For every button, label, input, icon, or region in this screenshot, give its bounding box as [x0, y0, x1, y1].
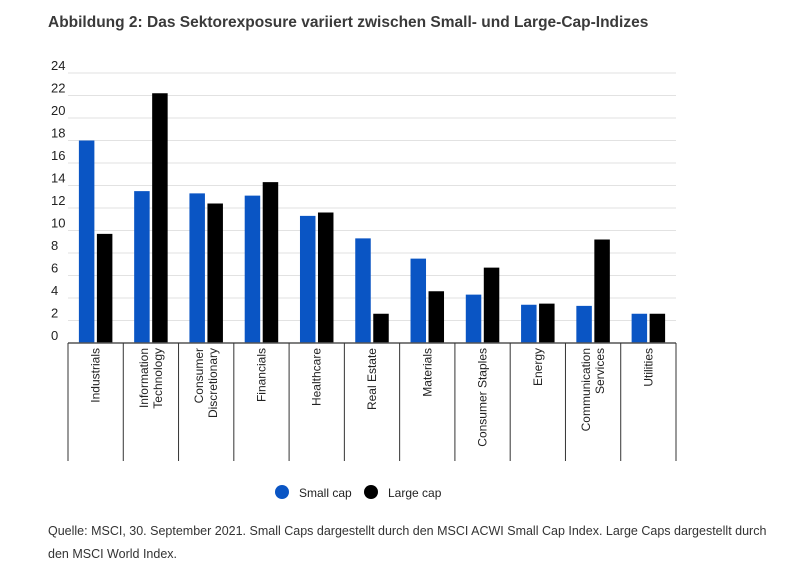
small-cap-bar [78, 140, 95, 343]
category-label: Industrials [89, 348, 103, 403]
source-note: Quelle: MSCI, 30. September 2021. Small … [48, 524, 767, 561]
category-label: Communication [579, 348, 593, 431]
small-cap-bar [576, 305, 592, 343]
y-tick-label: 12 [51, 193, 65, 208]
small-cap-bar [631, 313, 648, 343]
category-label: Technology [151, 348, 165, 409]
large-cap-bar [649, 313, 666, 343]
category-label: Consumer [192, 348, 206, 403]
y-tick-label: 18 [51, 126, 65, 141]
category-label: Financials [254, 348, 268, 402]
y-tick-label: 0 [51, 328, 58, 343]
large-cap-bar [317, 212, 334, 343]
large-cap-bar [262, 182, 279, 343]
gridlines [68, 72, 676, 321]
y-tick-label: 8 [51, 238, 58, 253]
large-cap-bar [594, 239, 610, 343]
chart-title: Abbildung 2: Das Sektorexposure variiert… [48, 14, 649, 31]
category-label: Services [593, 348, 607, 394]
y-tick-label: 22 [51, 81, 65, 96]
large-cap-bar [428, 291, 445, 343]
category-label: Materials [420, 348, 434, 397]
y-tick-label: 4 [51, 283, 58, 298]
small-cap-bar [299, 215, 316, 343]
y-tick-label: 6 [51, 261, 58, 276]
y-tick-label: 20 [51, 103, 65, 118]
category-label: Real Estate [365, 348, 379, 410]
y-tick-label: 14 [51, 171, 65, 186]
small-cap-bar [410, 258, 427, 343]
y-tick-label: 24 [51, 58, 65, 73]
legend-small-cap-swatch [275, 485, 289, 499]
small-cap-bar [189, 193, 205, 343]
y-tick-label: 16 [51, 148, 65, 163]
small-cap-bar [465, 294, 482, 343]
small-cap-bar [134, 191, 150, 343]
legend-small-cap-label: Small cap [299, 486, 352, 500]
y-tick-label: 10 [51, 216, 65, 231]
category-labels: Industrials Information Technology Consumer… [89, 348, 656, 447]
large-cap-bar [96, 233, 113, 343]
category-label: Information [137, 348, 151, 408]
category-label: Energy [531, 348, 545, 386]
category-label: Discretionary [206, 348, 220, 418]
category-label: Utilities [641, 348, 655, 387]
legend-large-cap-label: Large cap [388, 486, 442, 500]
small-cap-bar [355, 238, 371, 343]
large-cap-bar [373, 313, 389, 343]
legend: Small cap Large cap [275, 485, 442, 500]
category-label: Consumer Staples [476, 348, 490, 447]
bars [78, 93, 666, 343]
small-cap-bar [244, 195, 261, 343]
large-cap-bar [483, 267, 500, 343]
large-cap-bar [539, 303, 555, 343]
y-tick-label: 2 [51, 306, 58, 321]
legend-large-cap-swatch [364, 485, 378, 499]
category-label: Healthcare [310, 348, 324, 406]
small-cap-bar [521, 304, 537, 343]
x-axis [67, 342, 677, 461]
large-cap-bar [152, 93, 168, 343]
large-cap-bar [207, 203, 223, 343]
